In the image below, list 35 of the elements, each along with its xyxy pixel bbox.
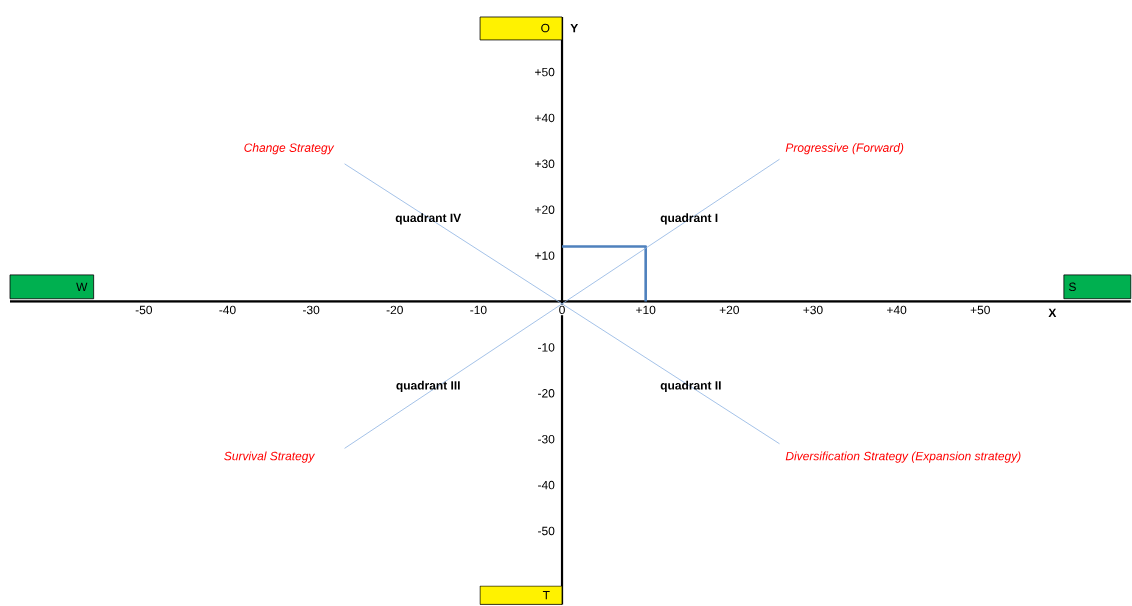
- x-tick-label: 0: [559, 305, 565, 315]
- x-tick-label: +20: [719, 305, 740, 315]
- annotation: quadrant I: [660, 213, 718, 225]
- y-tick-label: +20: [535, 205, 555, 215]
- annotation: quadrant II: [660, 381, 721, 393]
- annotation: Change Strategy: [244, 143, 335, 155]
- annotation: W: [76, 282, 88, 292]
- y-tick-label: +10: [535, 251, 555, 261]
- annotation: quadrant III: [396, 381, 460, 393]
- annotation: Progressive (Forward): [785, 143, 904, 155]
- x-tick-label: -30: [302, 305, 320, 315]
- y-tick-label: +30: [535, 159, 555, 169]
- y-tick-label: -50: [538, 526, 555, 536]
- x-tick-label: +50: [970, 305, 990, 315]
- annotation: S: [1068, 282, 1076, 292]
- annotation: O: [541, 23, 550, 33]
- x-tick-label: -10: [470, 305, 487, 315]
- x-tick-label: -20: [386, 305, 403, 315]
- annotation: Survival Strategy: [224, 451, 316, 463]
- y-tick-label: -40: [538, 481, 555, 490]
- y-tick-label: -20: [538, 389, 555, 398]
- y-tick-label: +50: [535, 68, 555, 77]
- x-axis-title: X: [1048, 308, 1057, 318]
- x-tick-label: -40: [219, 305, 236, 315]
- x-tick-label: -50: [135, 305, 153, 315]
- y-tick-label: +40: [535, 113, 555, 123]
- x-tick-label: +10: [636, 305, 656, 315]
- x-tick-label: +30: [803, 305, 823, 315]
- annotation: T: [542, 591, 550, 600]
- annotation: Diversification Strategy (Expansion strategy): [785, 451, 1021, 463]
- y-tick-label: -30: [538, 435, 555, 444]
- y-tick-label: -10: [538, 343, 555, 352]
- annotation: quadrant IV: [395, 213, 462, 225]
- x-tick-label: +40: [887, 305, 907, 315]
- y-axis-title: Y: [570, 24, 579, 33]
